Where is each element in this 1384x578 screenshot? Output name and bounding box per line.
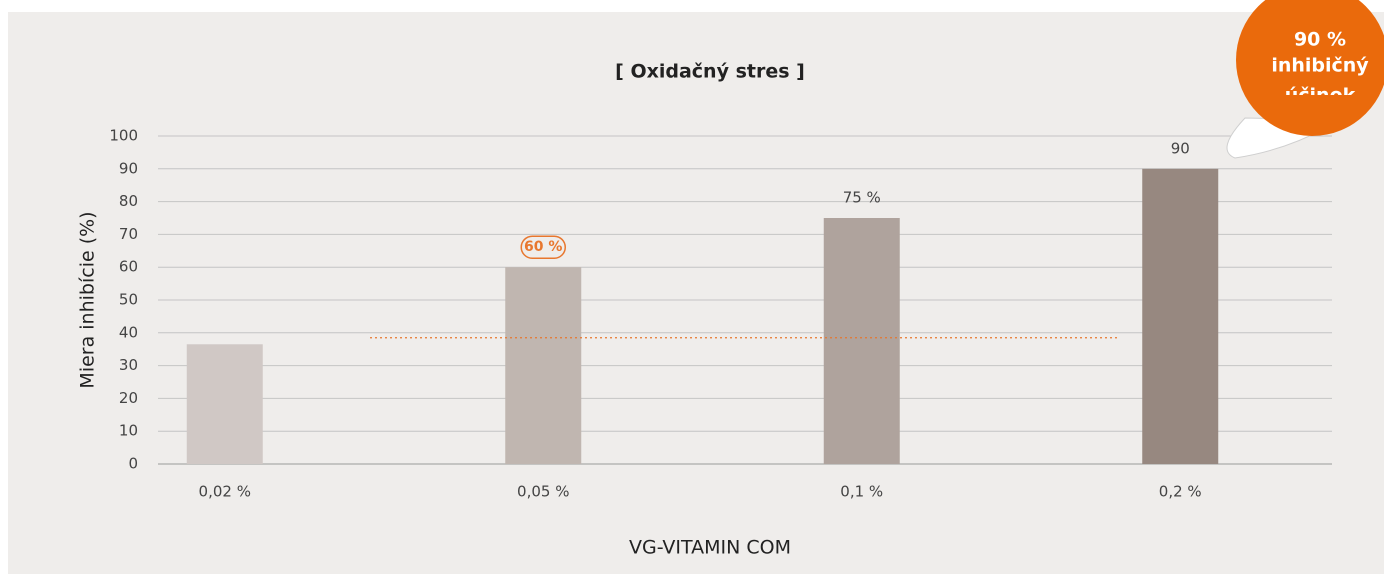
data-label: 60 % [524,239,562,255]
bar [505,267,582,464]
bar [1142,168,1219,465]
y-tick-label: 80 [119,192,138,210]
y-axis-label: Miera inhibície (%) [77,211,99,388]
x-tick-label: 0,1 % [840,483,883,501]
badge-circle [1236,0,1384,136]
y-tick-label: 20 [119,389,138,407]
x-tick-label: 0,05 % [517,483,569,501]
y-tick-label: 70 [119,225,138,243]
data-label: 75 % [843,189,881,207]
badge-text: 90 % [1294,29,1346,51]
y-tick-label: 0 [128,455,138,473]
y-tick-label: 30 [119,356,138,374]
y-tick-label: 90 [119,159,138,177]
badge-text: inhibičný [1271,55,1369,77]
badge-text: účinok [1285,85,1356,107]
plot-area: 0 10 20 30 40 50 60 70 80 90 100 0,02 % 0,05 % 60 % 0,… [109,127,1332,501]
x-tick-label: 0,2 % [1159,483,1202,501]
y-tick-label: 10 [119,422,138,440]
y-tick-label: 40 [119,323,138,341]
x-tick-label: 0,02 % [199,483,251,501]
badge: 90 % inhibičný účinok [1226,0,1384,159]
y-tick-label: 60 [119,258,138,276]
bar [186,344,263,464]
bar [823,218,900,464]
chart-title: [ Oxidačný stres ] [615,61,805,83]
x-axis-label: VG-VITAMIN COM [629,537,791,559]
data-label: 90 [1171,139,1190,157]
label-outline [520,235,566,259]
y-tick-label: 100 [109,127,138,145]
y-tick-label: 50 [119,291,138,309]
